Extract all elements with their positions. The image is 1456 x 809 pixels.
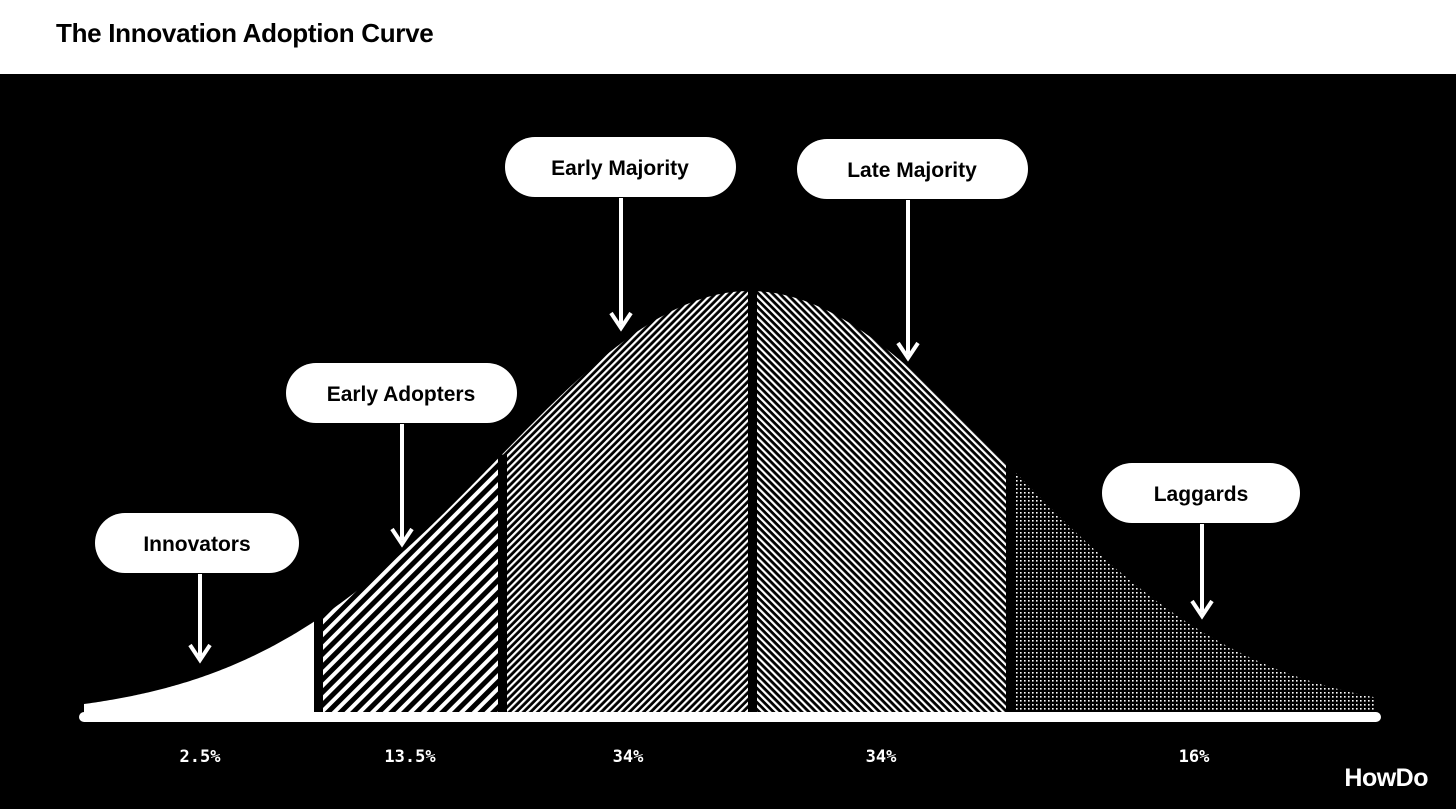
arrow-laggards-icon — [1190, 524, 1214, 620]
callout-arrows — [188, 198, 1214, 664]
callout-box-innovators — [95, 513, 299, 573]
arrow-innovators-icon — [188, 574, 212, 664]
segment-divider — [498, 454, 507, 717]
curve-regions — [84, 291, 1376, 717]
region-early-majority — [498, 291, 748, 717]
segment-divider — [748, 287, 757, 717]
callout-box-early-majority — [505, 137, 736, 197]
howdo-logo: HowDo — [1344, 764, 1428, 792]
callout-label-laggards: Laggards — [1154, 483, 1249, 506]
callout-box-late-majority — [797, 139, 1028, 199]
percent-label-laggards: 16% — [1179, 747, 1210, 767]
callout-box-laggards — [1102, 463, 1300, 523]
callout-labels: Innovators Early Adopters Early Majority… — [95, 137, 1300, 573]
callout-label-early-majority: Early Majority — [551, 157, 689, 180]
region-early-adopters — [314, 458, 498, 717]
arrow-early-adopters-icon — [390, 424, 414, 548]
arrow-late-majority-icon — [896, 200, 920, 362]
header-bar: The Innovation Adoption Curve — [0, 0, 1456, 74]
percent-labels: 2.5% 13.5% 34% 34% 16% — [180, 747, 1211, 767]
page-title: The Innovation Adoption Curve — [56, 18, 434, 48]
percent-label-early-adopters: 13.5% — [384, 747, 436, 767]
callout-label-innovators: Innovators — [143, 533, 250, 556]
region-late-majority — [748, 291, 1006, 717]
percent-label-early-majority: 34% — [613, 747, 644, 767]
percent-label-late-majority: 34% — [866, 747, 897, 767]
segment-divider — [1006, 458, 1015, 717]
adoption-curve-diagram: 2.5% 13.5% 34% 34% 16% Innovators Early … — [79, 137, 1381, 767]
callout-box-early-adopters — [286, 363, 517, 423]
segment-dividers — [314, 287, 1015, 717]
callout-label-late-majority: Late Majority — [847, 159, 977, 182]
region-innovators — [84, 621, 314, 717]
region-laggards — [1006, 462, 1376, 717]
percent-label-innovators: 2.5% — [180, 747, 222, 767]
segment-divider — [314, 617, 323, 717]
callout-label-early-adopters: Early Adopters — [327, 383, 476, 406]
arrow-early-majority-icon — [609, 198, 633, 332]
